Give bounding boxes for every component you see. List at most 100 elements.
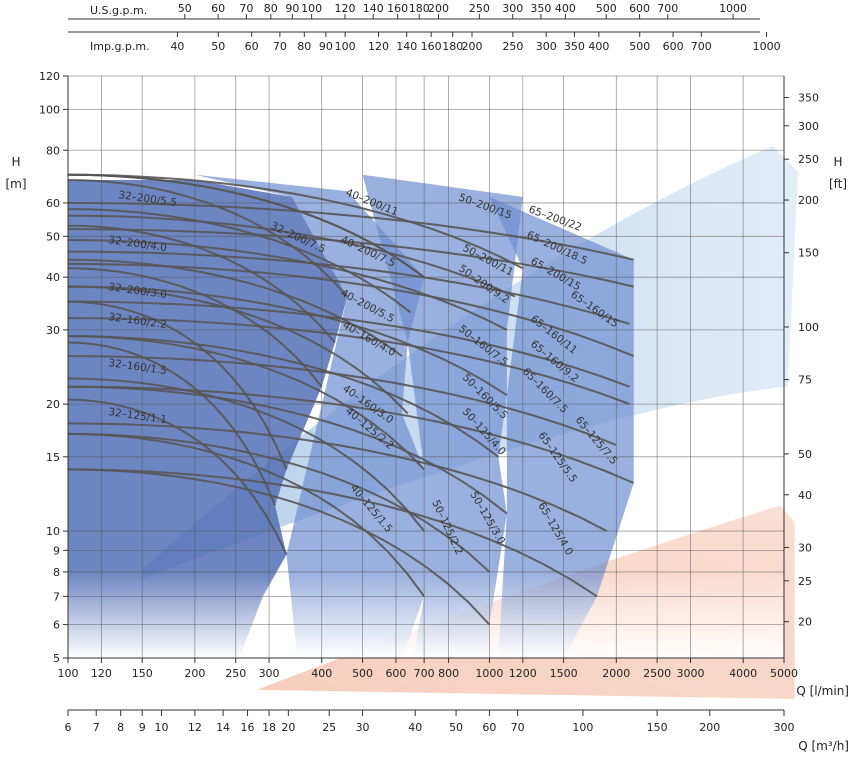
pump-curve bbox=[67, 250, 630, 325]
pump-curve bbox=[67, 468, 598, 598]
usgpm-tick-label: 1000 bbox=[719, 2, 747, 15]
y-tick-label: 120 bbox=[39, 70, 60, 83]
y-axis-title-right-line2: [ft] bbox=[829, 177, 847, 191]
impgpm-tick-label: 700 bbox=[691, 40, 712, 53]
pump-curve bbox=[67, 228, 634, 288]
usgpm-tick-label: 80 bbox=[264, 2, 278, 15]
impgpm-tick-label: 60 bbox=[245, 40, 259, 53]
impgpm-tick-label: 140 bbox=[396, 40, 417, 53]
pump-curve bbox=[67, 385, 635, 484]
usgpm-tick-label: 60 bbox=[211, 2, 225, 15]
x-tick-label: 5000 bbox=[770, 667, 798, 680]
impgpm-tick-label: 90 bbox=[319, 40, 333, 53]
m3h-tick-label: 6 bbox=[65, 721, 72, 734]
m3h-tick-label: 14 bbox=[216, 721, 230, 734]
usgpm-tick-label: 700 bbox=[657, 2, 678, 15]
y-tick-label: 30 bbox=[46, 324, 60, 337]
m3h-tick-label: 7 bbox=[93, 721, 100, 734]
y-tick-label: 6 bbox=[53, 619, 60, 632]
pump-curve bbox=[67, 355, 617, 446]
usgpm-tick-label: 160 bbox=[387, 2, 408, 15]
y-tick-label: 9 bbox=[53, 544, 60, 557]
m3h-tick-label: 200 bbox=[699, 721, 720, 734]
y-tick-label: 20 bbox=[46, 398, 60, 411]
usgpm-tick-label: 600 bbox=[629, 2, 650, 15]
x-tick-label: 300 bbox=[259, 667, 280, 680]
pump-curve bbox=[67, 201, 634, 261]
usgpm-tick-label: 200 bbox=[428, 2, 449, 15]
x-tick-label: 1200 bbox=[509, 667, 537, 680]
pump-curve bbox=[67, 173, 524, 270]
y-tick-label: 40 bbox=[46, 271, 60, 284]
x-tick-label: 200 bbox=[184, 667, 205, 680]
pump-curve bbox=[67, 214, 516, 298]
impgpm-tick-label: 350 bbox=[564, 40, 585, 53]
pump-curve bbox=[67, 285, 409, 415]
impgpm-tick-label: 600 bbox=[663, 40, 684, 53]
pump-curve bbox=[67, 208, 412, 314]
impgpm-tick-label: 180 bbox=[442, 40, 463, 53]
x-tick-label: 600 bbox=[385, 667, 406, 680]
pump-curve bbox=[67, 377, 425, 532]
m3h-tick-label: 60 bbox=[482, 721, 496, 734]
impgpm-tick-label: 1000 bbox=[753, 40, 781, 53]
impgpm-tick-label: 300 bbox=[536, 40, 557, 53]
y-axis-title-left-line1: H bbox=[11, 155, 20, 169]
pump-curve bbox=[67, 317, 630, 406]
usgpm-tick-label: 400 bbox=[555, 2, 576, 15]
usgpm-tick-label: 180 bbox=[409, 2, 430, 15]
x-tick-label: 2000 bbox=[602, 667, 630, 680]
usgpm-tick-label: 120 bbox=[335, 2, 356, 15]
y-tick-label: 100 bbox=[39, 103, 60, 116]
ft-tick-label: 25 bbox=[798, 575, 812, 588]
y-tick-label: 15 bbox=[46, 451, 60, 464]
y-tick-label: 5 bbox=[53, 652, 60, 665]
x-tick-label: 250 bbox=[225, 667, 246, 680]
usgpm-tick-label: 50 bbox=[178, 2, 192, 15]
pump-curve bbox=[67, 285, 508, 397]
y-tick-label: 10 bbox=[46, 525, 60, 538]
impgpm-tick-label: 120 bbox=[368, 40, 389, 53]
x-tick-label: 150 bbox=[132, 667, 153, 680]
m3h-tick-label: 100 bbox=[572, 721, 593, 734]
ft-tick-label: 150 bbox=[798, 247, 819, 260]
pump-curve bbox=[67, 300, 288, 470]
ft-tick-label: 30 bbox=[798, 541, 812, 554]
pump-curve bbox=[67, 267, 323, 388]
x-tick-label: 800 bbox=[438, 667, 459, 680]
impgpm-tick-label: 250 bbox=[502, 40, 523, 53]
x-tick-label: 3000 bbox=[677, 667, 705, 680]
x-tick-label: 4000 bbox=[729, 667, 757, 680]
impgpm-tick-label: 100 bbox=[335, 40, 356, 53]
m3h-tick-label: 12 bbox=[188, 721, 202, 734]
usgpm-tick-label: 100 bbox=[301, 2, 322, 15]
y-tick-label: 7 bbox=[53, 590, 60, 603]
y-tick-label: 8 bbox=[53, 566, 60, 579]
x-tick-label: 1000 bbox=[475, 667, 503, 680]
pump-curve bbox=[67, 432, 491, 573]
m3h-tick-label: 150 bbox=[647, 721, 668, 734]
impgpm-tick-label: 70 bbox=[273, 40, 287, 53]
m3h-tick-label: 40 bbox=[408, 721, 422, 734]
ft-tick-label: 200 bbox=[798, 194, 819, 207]
x-tick-label: 700 bbox=[414, 667, 435, 680]
m3h-tick-label: 10 bbox=[154, 721, 168, 734]
m3h-tick-label: 30 bbox=[356, 721, 370, 734]
m3h-tick-label: 50 bbox=[449, 721, 463, 734]
usgpm-tick-label: 500 bbox=[596, 2, 617, 15]
impgpm-tick-label: 160 bbox=[421, 40, 442, 53]
usgpm-tick-label: 350 bbox=[530, 2, 551, 15]
ft-tick-label: 40 bbox=[798, 489, 812, 502]
ft-tick-label: 300 bbox=[798, 120, 819, 133]
m3h-tick-label: 300 bbox=[774, 721, 795, 734]
pump-curve bbox=[67, 262, 635, 358]
pump-curve bbox=[67, 341, 277, 506]
bottom-fade bbox=[68, 571, 784, 658]
pump-curve bbox=[67, 468, 491, 626]
y-tick-label: 80 bbox=[46, 144, 60, 157]
pump-region-4 bbox=[489, 196, 634, 658]
m3h-axis-title: Q [m³/h] bbox=[798, 739, 849, 753]
usgpm-title: U.S.g.p.m. bbox=[90, 4, 147, 17]
